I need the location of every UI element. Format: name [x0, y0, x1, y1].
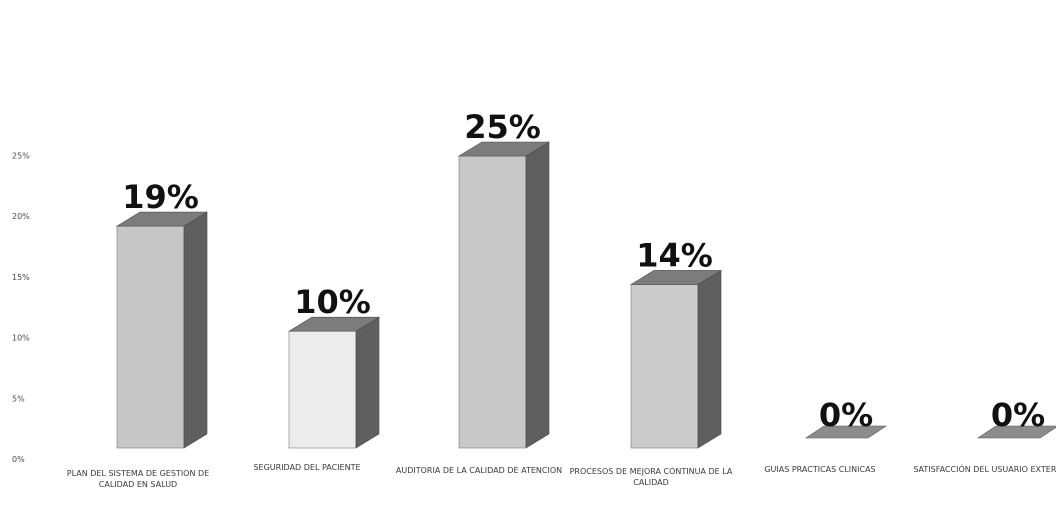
y-tick-label: 10% [12, 334, 30, 343]
bar-data-label: 25% [464, 108, 541, 146]
category-label-guias-practicas: GUIAS PRACTICAS CLINICAS [764, 465, 876, 474]
y-tick-label: 0% [12, 455, 25, 464]
y-tick-label: 5% [12, 394, 25, 403]
bar-data-label: 10% [294, 283, 371, 321]
bar-data-label: 0% [991, 396, 1045, 434]
bar-front [116, 225, 185, 449]
bar-data-label: 0% [819, 396, 873, 434]
category-label-procesos-mejora: PROCESOS DE MEJORA CONTINUA DE LA CALIDA… [569, 467, 733, 487]
bar-data-label: 19% [122, 178, 199, 216]
bar-flat [805, 425, 887, 439]
y-tick-label: 25% [12, 151, 30, 160]
bar-front [630, 284, 699, 449]
bar-flat [977, 425, 1056, 439]
bar-front [458, 155, 527, 449]
bar-top [115, 211, 209, 227]
bar-top [629, 270, 723, 285]
bar-data-label: 14% [636, 236, 713, 274]
bar-side [183, 211, 208, 449]
bar-front [288, 330, 357, 449]
bar-top [457, 141, 551, 157]
bar-top [287, 316, 381, 332]
category-label-plan-sistema-gestion: PLAN DEL SISTEMA DE GESTION DE CALIDAD E… [66, 469, 210, 489]
category-label-auditoria-calidad: AUDITORIA DE LA CALIDAD DE ATENCION [395, 466, 563, 475]
bar-side [525, 141, 550, 449]
category-label-satisfaccion-usuario: SATISFACCIÓN DEL USUARIO EXTERNO [913, 465, 1056, 474]
bar-side [697, 269, 722, 449]
category-label-seguridad-paciente: SEGURIDAD DEL PACIENTE [253, 463, 361, 472]
y-tick-label: 20% [12, 212, 30, 221]
y-tick-label: 15% [12, 273, 30, 282]
bar-side [355, 316, 380, 449]
